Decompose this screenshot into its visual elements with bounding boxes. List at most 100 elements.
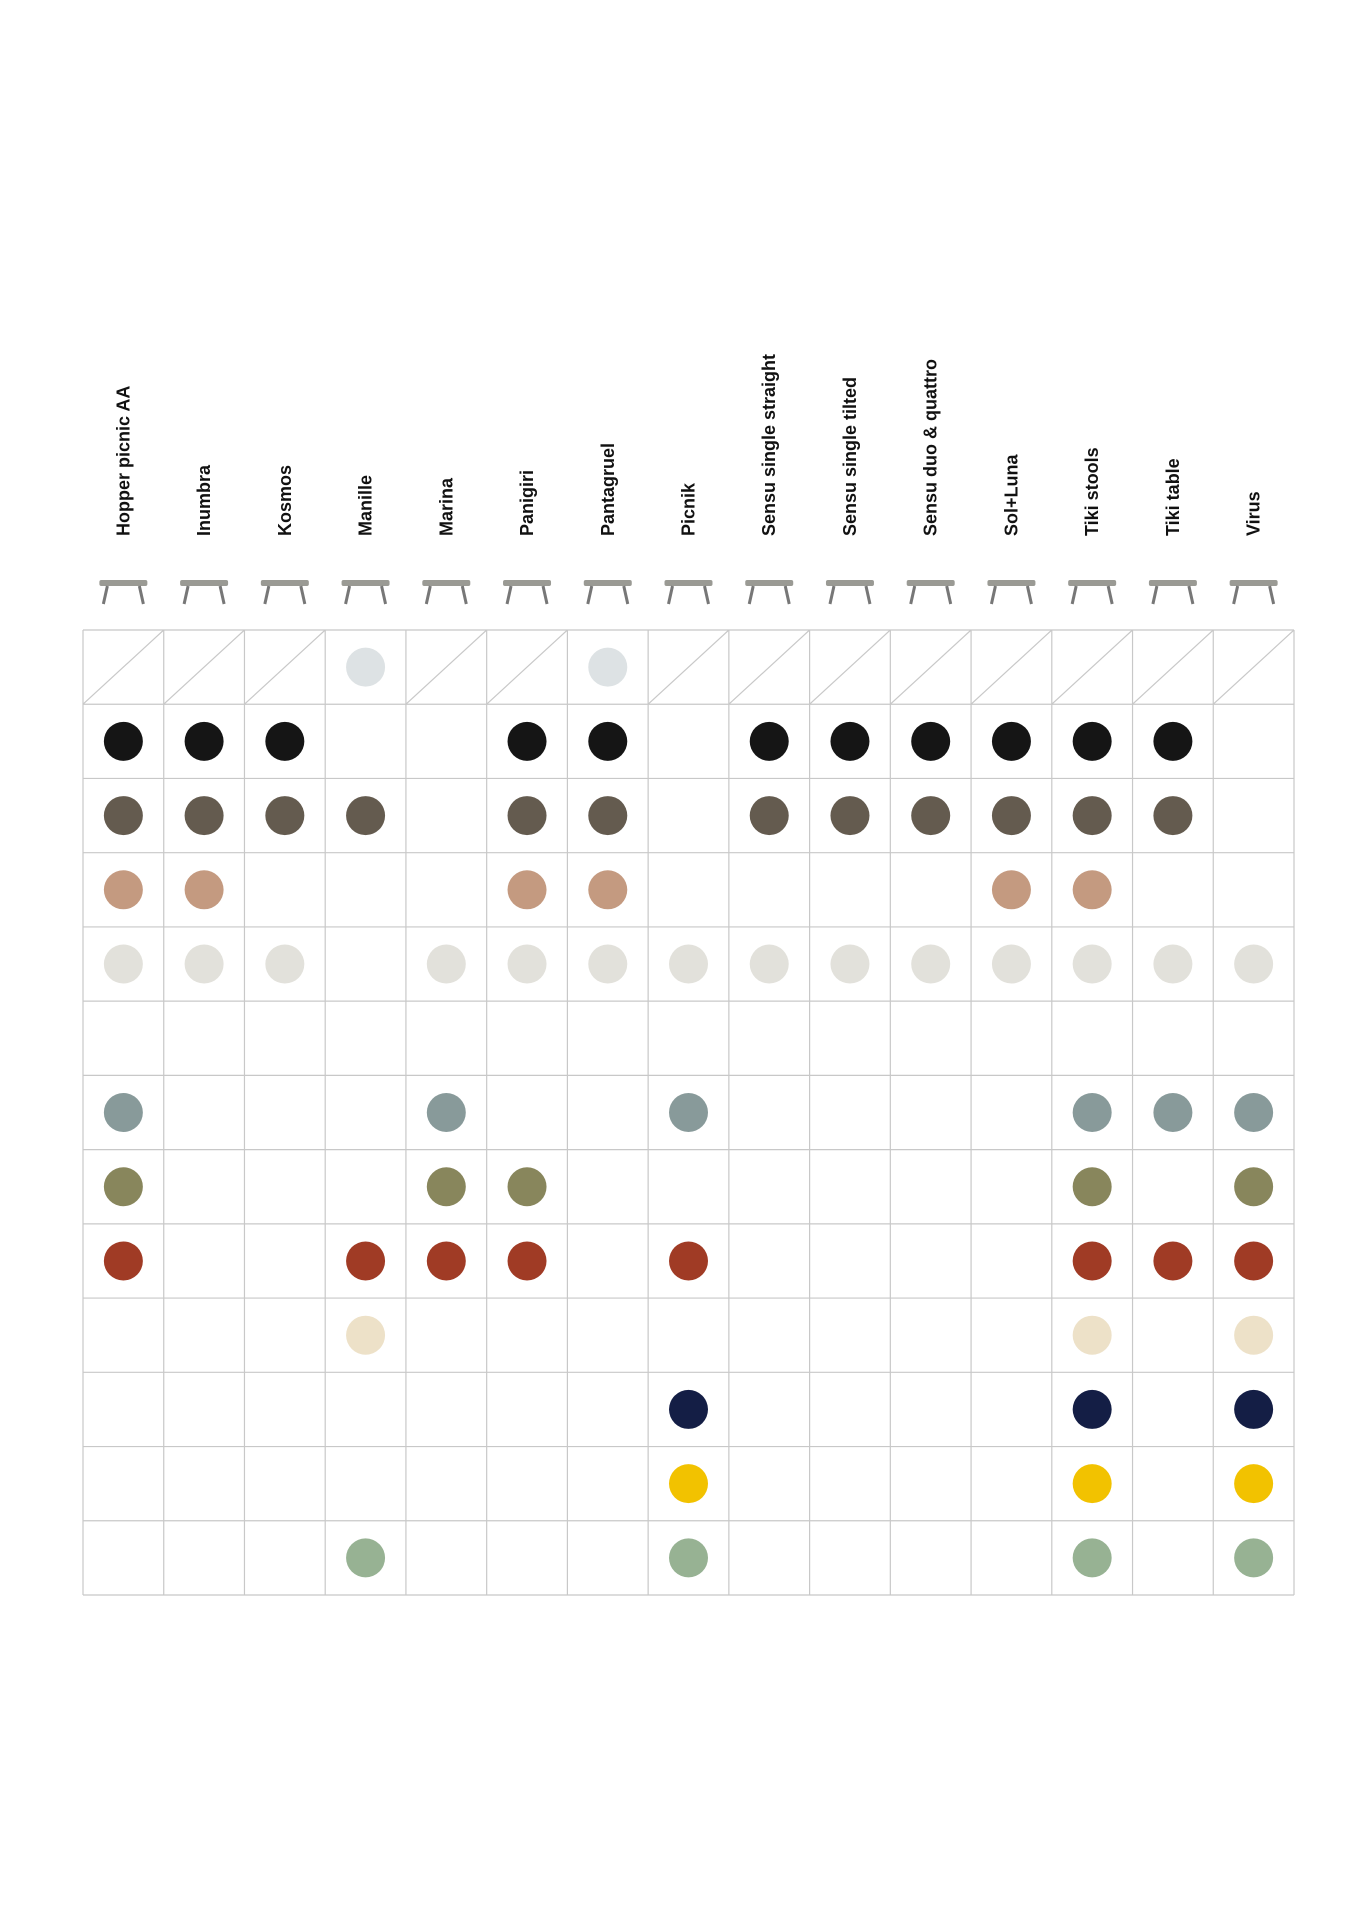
icon-top — [1068, 580, 1117, 586]
product-icon — [99, 580, 148, 605]
color-dot — [103, 721, 143, 761]
color-dot — [507, 1241, 547, 1281]
product-icon — [825, 580, 874, 605]
color-dot — [1153, 944, 1193, 984]
product-icon — [422, 580, 471, 605]
color-dot — [1072, 1464, 1112, 1504]
color-dot — [103, 1241, 143, 1281]
icon-top — [260, 580, 309, 586]
color-dot — [103, 796, 143, 836]
color-dot — [991, 796, 1031, 836]
product-name: Marina — [436, 477, 456, 536]
icon-leg — [1151, 585, 1159, 605]
color-dot — [184, 796, 224, 836]
icon-leg — [1187, 585, 1195, 605]
color-dot — [507, 721, 547, 761]
product-name: Sensu duo & quattro — [921, 359, 941, 536]
icon-top — [422, 580, 471, 586]
color-dot — [991, 870, 1031, 910]
icon-leg — [1268, 585, 1276, 605]
product-name: Tiki stools — [1082, 447, 1102, 536]
color-dot — [911, 796, 951, 836]
color-dot — [1234, 1538, 1274, 1578]
color-dot — [265, 721, 305, 761]
icon-leg — [1025, 585, 1033, 605]
color-dot — [426, 1167, 466, 1207]
color-dot — [1153, 796, 1193, 836]
icon-leg — [864, 585, 872, 605]
icon-leg — [541, 585, 549, 605]
icon-top — [825, 580, 874, 586]
icon-top — [99, 580, 148, 586]
color-dot — [103, 1093, 143, 1132]
color-dot — [669, 1389, 708, 1429]
icon-leg — [828, 585, 836, 605]
product-icon — [341, 580, 390, 605]
color-dot — [1072, 1241, 1112, 1281]
color-dot — [1153, 1241, 1193, 1281]
product-icon — [503, 580, 552, 605]
na-diagonal — [1132, 629, 1214, 705]
color-dot — [1072, 721, 1112, 761]
color-dot — [669, 1093, 708, 1132]
na-diagonal — [1051, 629, 1133, 705]
product-icon — [664, 580, 713, 605]
color-dot — [1153, 721, 1193, 761]
icon-leg — [263, 585, 271, 605]
product-icon — [1229, 580, 1278, 605]
color-dot — [1072, 1167, 1112, 1207]
color-dot — [588, 870, 628, 910]
color-dot — [507, 796, 547, 836]
product-icon — [583, 580, 632, 605]
na-diagonal — [647, 629, 730, 705]
icon-leg — [667, 585, 674, 605]
color-dot — [346, 1538, 386, 1578]
color-dot — [749, 796, 789, 836]
product-icon — [1148, 580, 1197, 605]
icon-top — [987, 580, 1036, 586]
color-dot — [911, 721, 951, 761]
color-dot — [669, 1241, 708, 1281]
product-icon — [987, 580, 1036, 605]
color-dot — [669, 1538, 708, 1578]
color-dot — [184, 870, 224, 910]
color-dot — [749, 944, 789, 984]
color-dot — [1234, 1167, 1274, 1207]
color-dot — [103, 870, 143, 910]
icon-top — [664, 580, 713, 586]
na-diagonal — [728, 629, 811, 705]
icon-top — [1148, 580, 1197, 586]
icon-leg — [101, 585, 109, 605]
product-name: Manille — [356, 475, 376, 536]
product-name: Virus — [1244, 491, 1264, 536]
icon-leg — [945, 585, 953, 605]
na-diagonal — [244, 629, 326, 705]
icon-leg — [299, 585, 307, 605]
icon-leg — [182, 585, 190, 605]
color-dot — [1072, 1389, 1112, 1429]
icon-top — [341, 580, 390, 586]
product-icon — [260, 580, 309, 605]
color-dot — [426, 1241, 466, 1281]
color-dot — [346, 647, 386, 687]
color-dot — [346, 796, 386, 836]
product-icon — [745, 580, 794, 605]
product-name: Sensu single straight — [759, 354, 779, 536]
icon-leg — [1106, 585, 1114, 605]
color-dot — [1234, 1464, 1274, 1504]
color-dot — [588, 796, 628, 836]
color-dot — [588, 944, 628, 984]
na-diagonal — [1212, 629, 1295, 705]
color-dot — [103, 944, 143, 984]
icon-leg — [909, 585, 917, 605]
color-dot — [265, 944, 305, 984]
color-dot — [1072, 870, 1112, 910]
icon-top — [1229, 580, 1278, 586]
color-dot — [991, 721, 1031, 761]
color-dot — [588, 721, 628, 761]
color-dot — [507, 944, 547, 984]
icon-leg — [380, 585, 388, 605]
color-dot — [830, 721, 870, 761]
